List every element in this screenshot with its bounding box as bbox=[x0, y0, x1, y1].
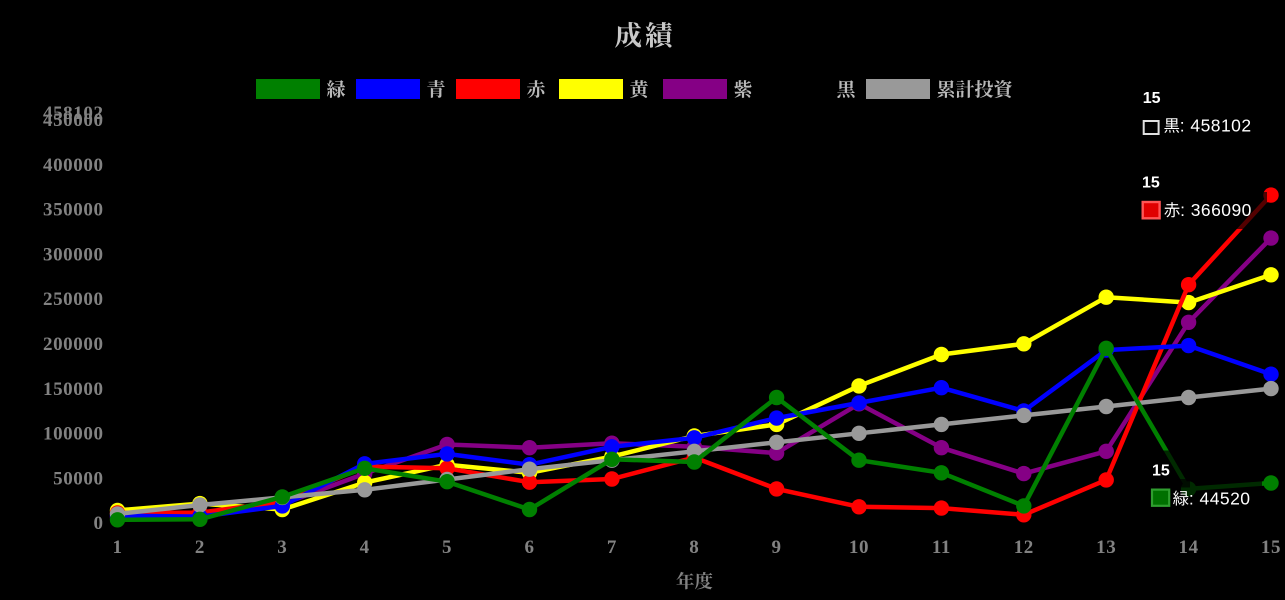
svg-text:8: 8 bbox=[689, 537, 699, 558]
svg-text:350000: 350000 bbox=[43, 200, 104, 221]
svg-text:15: 15 bbox=[1143, 90, 1161, 107]
svg-text:15: 15 bbox=[1152, 463, 1170, 480]
svg-text:200000: 200000 bbox=[43, 334, 104, 355]
svg-text:0: 0 bbox=[93, 513, 103, 534]
svg-text:9: 9 bbox=[772, 537, 782, 558]
svg-text:150000: 150000 bbox=[43, 379, 104, 400]
svg-text:: 366090: : 366090 bbox=[1180, 200, 1252, 220]
svg-text:1: 1 bbox=[112, 537, 122, 558]
svg-text:10: 10 bbox=[849, 537, 869, 558]
svg-text:11: 11 bbox=[932, 537, 951, 558]
svg-text:: 458102: : 458102 bbox=[1180, 116, 1252, 136]
svg-text:7: 7 bbox=[607, 537, 617, 558]
svg-text:15: 15 bbox=[1261, 537, 1281, 558]
svg-text:15: 15 bbox=[1142, 175, 1160, 192]
svg-text:450000: 450000 bbox=[43, 110, 104, 131]
svg-text:250000: 250000 bbox=[43, 289, 104, 310]
svg-text:50000: 50000 bbox=[53, 468, 104, 489]
svg-text:2: 2 bbox=[195, 537, 205, 558]
svg-text:400000: 400000 bbox=[43, 155, 104, 176]
svg-text:: 44520: : 44520 bbox=[1189, 488, 1251, 508]
svg-text:300000: 300000 bbox=[43, 244, 104, 265]
svg-text:100000: 100000 bbox=[43, 424, 104, 445]
svg-text:5: 5 bbox=[442, 537, 452, 558]
svg-text:4: 4 bbox=[360, 537, 370, 558]
svg-text:3: 3 bbox=[277, 537, 287, 558]
svg-text:12: 12 bbox=[1014, 537, 1034, 558]
svg-text:13: 13 bbox=[1096, 537, 1116, 558]
svg-text:458102: 458102 bbox=[43, 103, 104, 124]
svg-text:14: 14 bbox=[1178, 537, 1198, 558]
svg-text:6: 6 bbox=[524, 537, 534, 558]
